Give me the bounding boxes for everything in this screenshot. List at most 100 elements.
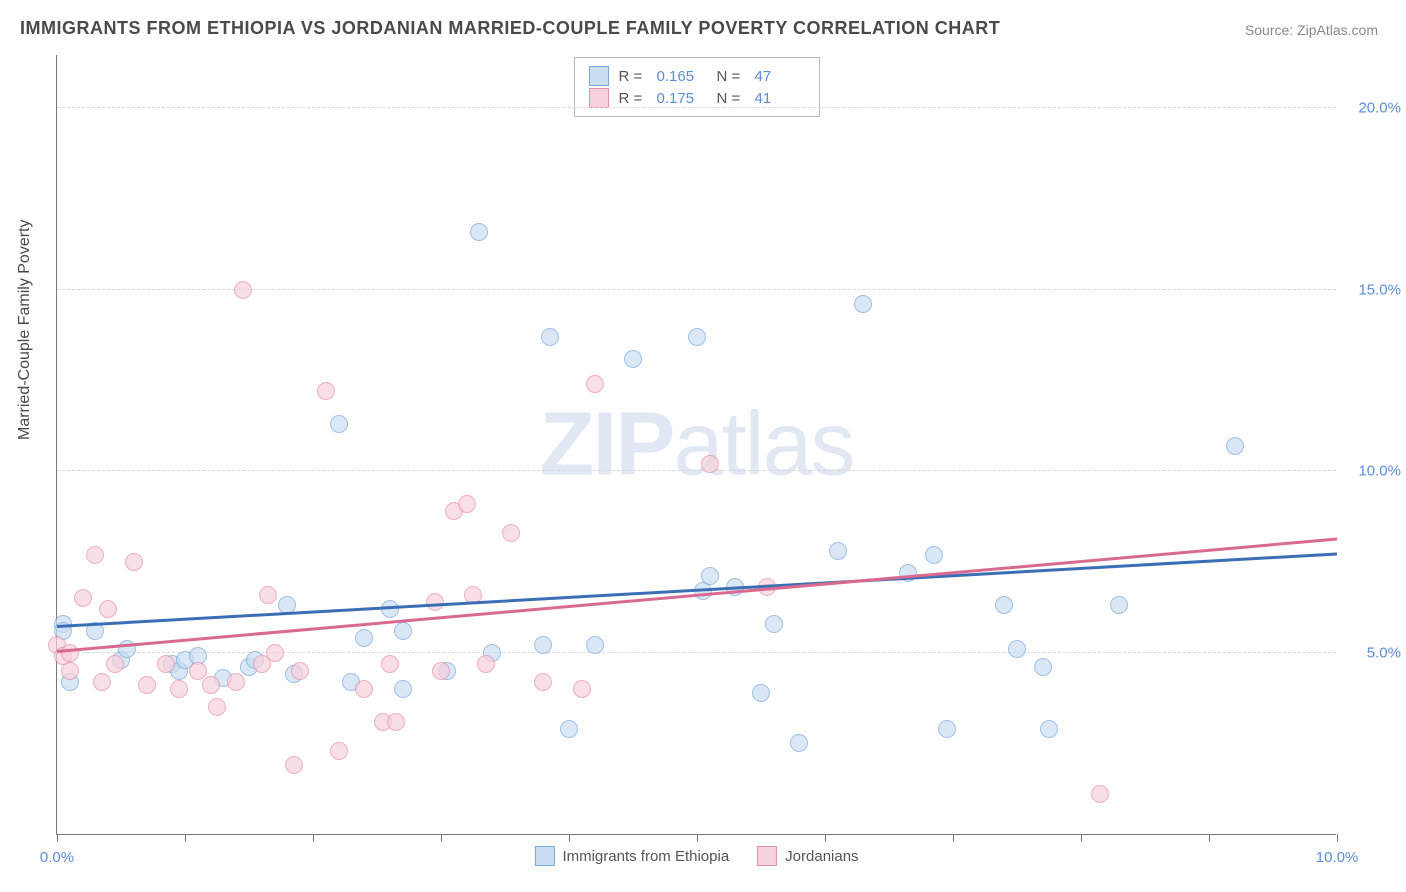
data-point bbox=[381, 600, 399, 618]
xtick bbox=[1337, 834, 1338, 842]
watermark: ZIPatlas bbox=[539, 393, 853, 496]
data-point bbox=[259, 586, 277, 604]
legend-item: Jordanians bbox=[757, 846, 858, 866]
data-point bbox=[534, 636, 552, 654]
data-point bbox=[458, 495, 476, 513]
xtick bbox=[313, 834, 314, 842]
data-point bbox=[534, 673, 552, 691]
data-point bbox=[432, 662, 450, 680]
data-point bbox=[157, 655, 175, 673]
chart-title: IMMIGRANTS FROM ETHIOPIA VS JORDANIAN MA… bbox=[20, 18, 1000, 39]
xtick bbox=[1081, 834, 1082, 842]
data-point bbox=[394, 680, 412, 698]
data-point bbox=[1110, 596, 1128, 614]
data-point bbox=[752, 684, 770, 702]
data-point bbox=[854, 295, 872, 313]
data-point bbox=[291, 662, 309, 680]
data-point bbox=[829, 542, 847, 560]
data-point bbox=[701, 567, 719, 585]
data-point bbox=[138, 676, 156, 694]
data-point bbox=[1226, 437, 1244, 455]
legend-label: Jordanians bbox=[785, 848, 858, 865]
source-label: Source: ZipAtlas.com bbox=[1245, 22, 1378, 38]
data-point bbox=[355, 629, 373, 647]
data-point bbox=[790, 734, 808, 752]
data-point bbox=[266, 644, 284, 662]
xtick bbox=[569, 834, 570, 842]
n-value: 47 bbox=[755, 68, 805, 85]
data-point bbox=[285, 756, 303, 774]
legend-label: Immigrants from Ethiopia bbox=[562, 848, 729, 865]
watermark-light: atlas bbox=[673, 394, 853, 494]
data-point bbox=[381, 655, 399, 673]
n-label: N = bbox=[717, 90, 745, 107]
ytick-label: 5.0% bbox=[1346, 644, 1401, 661]
r-label: R = bbox=[619, 90, 647, 107]
data-point bbox=[106, 655, 124, 673]
data-point bbox=[470, 223, 488, 241]
xtick bbox=[697, 834, 698, 842]
data-point bbox=[387, 713, 405, 731]
legend-row: R = 0.165 N = 47 bbox=[589, 66, 805, 86]
n-label: N = bbox=[717, 68, 745, 85]
xtick-label: 10.0% bbox=[1316, 849, 1359, 866]
data-point bbox=[208, 698, 226, 716]
xtick bbox=[185, 834, 186, 842]
n-value: 41 bbox=[755, 90, 805, 107]
data-point bbox=[93, 673, 111, 691]
data-point bbox=[86, 546, 104, 564]
data-point bbox=[170, 680, 188, 698]
data-point bbox=[189, 662, 207, 680]
y-axis-label: Married-Couple Family Poverty bbox=[16, 219, 34, 440]
xtick bbox=[57, 834, 58, 842]
data-point bbox=[61, 644, 79, 662]
data-point bbox=[234, 281, 252, 299]
data-point bbox=[74, 589, 92, 607]
swatch-icon bbox=[589, 66, 609, 86]
r-value: 0.175 bbox=[657, 90, 707, 107]
data-point bbox=[541, 328, 559, 346]
data-point bbox=[995, 596, 1013, 614]
data-point bbox=[125, 553, 143, 571]
data-point bbox=[227, 673, 245, 691]
xtick bbox=[441, 834, 442, 842]
swatch-icon bbox=[589, 88, 609, 108]
ytick-label: 15.0% bbox=[1346, 281, 1401, 298]
data-point bbox=[394, 622, 412, 640]
watermark-bold: ZIP bbox=[539, 394, 673, 494]
ytick-label: 10.0% bbox=[1346, 463, 1401, 480]
data-point bbox=[330, 415, 348, 433]
legend-row: R = 0.175 N = 41 bbox=[589, 88, 805, 108]
data-point bbox=[426, 593, 444, 611]
xtick-label: 0.0% bbox=[40, 849, 74, 866]
data-point bbox=[765, 615, 783, 633]
data-point bbox=[502, 524, 520, 542]
data-point bbox=[1034, 658, 1052, 676]
data-point bbox=[202, 676, 220, 694]
data-point bbox=[1091, 785, 1109, 803]
legend-series: Immigrants from Ethiopia Jordanians bbox=[534, 846, 858, 866]
xtick bbox=[953, 834, 954, 842]
data-point bbox=[355, 680, 373, 698]
data-point bbox=[99, 600, 117, 618]
data-point bbox=[586, 375, 604, 393]
data-point bbox=[1040, 720, 1058, 738]
swatch-icon bbox=[534, 846, 554, 866]
legend-item: Immigrants from Ethiopia bbox=[534, 846, 729, 866]
r-value: 0.165 bbox=[657, 68, 707, 85]
r-label: R = bbox=[619, 68, 647, 85]
xtick bbox=[825, 834, 826, 842]
scatter-plot: ZIPatlas R = 0.165 N = 47 R = 0.175 N = … bbox=[56, 55, 1336, 835]
data-point bbox=[1008, 640, 1026, 658]
gridline bbox=[57, 470, 1336, 471]
ytick-label: 20.0% bbox=[1346, 100, 1401, 117]
xtick bbox=[1209, 834, 1210, 842]
data-point bbox=[317, 382, 335, 400]
data-point bbox=[701, 455, 719, 473]
data-point bbox=[330, 742, 348, 760]
data-point bbox=[586, 636, 604, 654]
data-point bbox=[573, 680, 591, 698]
data-point bbox=[938, 720, 956, 738]
data-point bbox=[925, 546, 943, 564]
data-point bbox=[61, 662, 79, 680]
